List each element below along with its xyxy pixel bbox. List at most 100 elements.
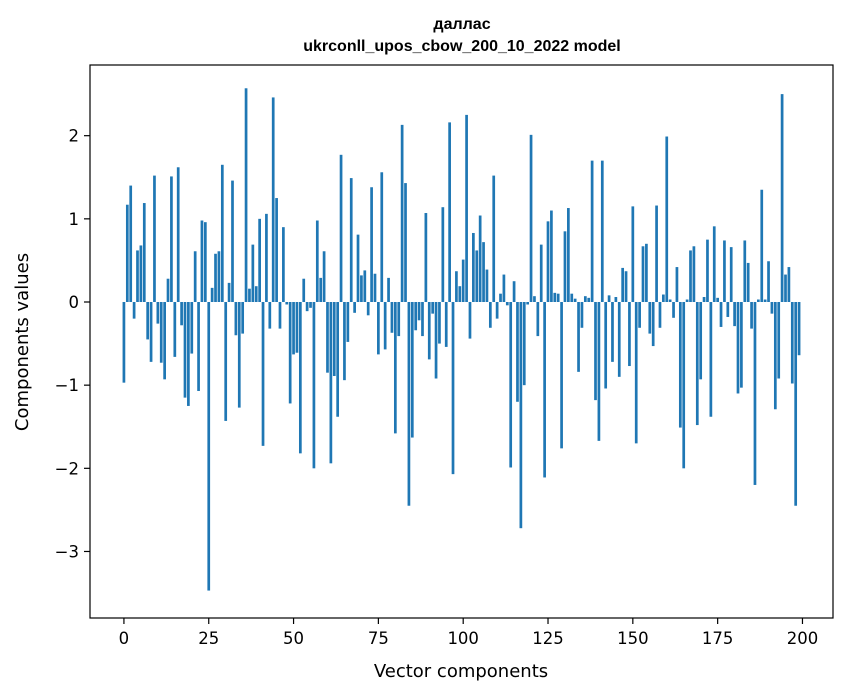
bar (790, 302, 794, 384)
x-tick-label: 50 (283, 629, 304, 648)
bar (743, 240, 747, 302)
bar (251, 244, 255, 302)
bar (400, 124, 404, 303)
bar (604, 302, 608, 389)
bar (173, 302, 177, 357)
bar (214, 253, 217, 302)
bar (499, 293, 502, 302)
bar (492, 175, 496, 302)
bar (343, 302, 346, 381)
bar (224, 302, 228, 421)
bar (461, 259, 465, 302)
bar (377, 302, 380, 355)
bar (234, 302, 238, 336)
bar (529, 134, 533, 302)
bar (773, 302, 777, 410)
bar (655, 205, 658, 302)
bar (207, 302, 211, 591)
bar (682, 302, 686, 469)
bar (309, 302, 312, 308)
bar (407, 302, 411, 506)
x-tick-label: 100 (447, 629, 479, 648)
bar (268, 302, 272, 329)
bar (421, 302, 424, 337)
y-axis-label: Components values (12, 253, 33, 431)
bar (159, 302, 163, 363)
y-tick-label: 1 (69, 210, 80, 229)
bar (472, 232, 475, 302)
bar (780, 94, 784, 302)
bar (292, 302, 295, 355)
bar (210, 287, 214, 302)
bar (692, 246, 696, 302)
bar (183, 302, 187, 398)
bar (522, 302, 526, 386)
bar (519, 302, 523, 529)
bar (336, 302, 340, 417)
bar (156, 302, 160, 324)
bar (600, 160, 604, 302)
bar (587, 297, 591, 302)
bar (495, 302, 499, 319)
x-tick-label: 125 (532, 629, 564, 648)
bar (319, 277, 323, 302)
bar (125, 204, 129, 302)
bar (441, 207, 445, 302)
x-axis-ticks: 0 25 50 75 100 125 150 175 200 (119, 618, 818, 648)
bar (662, 294, 665, 302)
bar (729, 247, 733, 302)
y-tick-label: −2 (55, 459, 79, 478)
bar (583, 296, 587, 302)
chart-title-line1: даллас (433, 16, 490, 33)
bar (624, 271, 628, 302)
bar (760, 189, 764, 302)
bar (346, 302, 350, 342)
bar (393, 302, 397, 434)
bar (227, 282, 231, 302)
bar (132, 302, 136, 319)
bar (302, 278, 306, 302)
bar (241, 302, 245, 334)
bar (190, 302, 194, 354)
bar (166, 278, 170, 302)
bar (797, 302, 801, 356)
bar (712, 226, 716, 302)
bar (607, 295, 611, 302)
bar (410, 302, 414, 438)
chart-title-line2: ukrconll_upos_cbow_200_10_2022 model (303, 38, 620, 55)
bar (678, 302, 682, 428)
bar (305, 302, 309, 312)
bar (349, 178, 353, 302)
bar (577, 302, 580, 372)
bar (628, 302, 631, 367)
bar (231, 180, 234, 302)
bar (590, 160, 594, 302)
x-tick-label: 0 (119, 629, 130, 648)
plot-area-frame (89, 64, 834, 619)
bar (709, 302, 713, 417)
bar (641, 246, 645, 302)
bar (509, 302, 513, 468)
bar (176, 167, 180, 302)
bar (580, 302, 584, 328)
bar (668, 299, 672, 302)
bar (621, 267, 625, 302)
bar (757, 299, 760, 302)
bar (665, 136, 669, 302)
bar (383, 302, 387, 350)
bar (672, 302, 675, 318)
bar (275, 198, 278, 302)
bar (516, 302, 519, 402)
bar (356, 234, 360, 302)
bar (702, 297, 706, 302)
bar (455, 271, 458, 302)
bar (468, 302, 472, 339)
bar (614, 297, 618, 302)
x-tick-label: 150 (617, 629, 649, 648)
bar (546, 221, 550, 302)
bar (767, 261, 770, 302)
bar (200, 220, 204, 302)
bar (502, 274, 506, 302)
bar (220, 164, 224, 302)
y-axis-ticks: −3 −2 −1 0 1 2 (55, 127, 90, 561)
